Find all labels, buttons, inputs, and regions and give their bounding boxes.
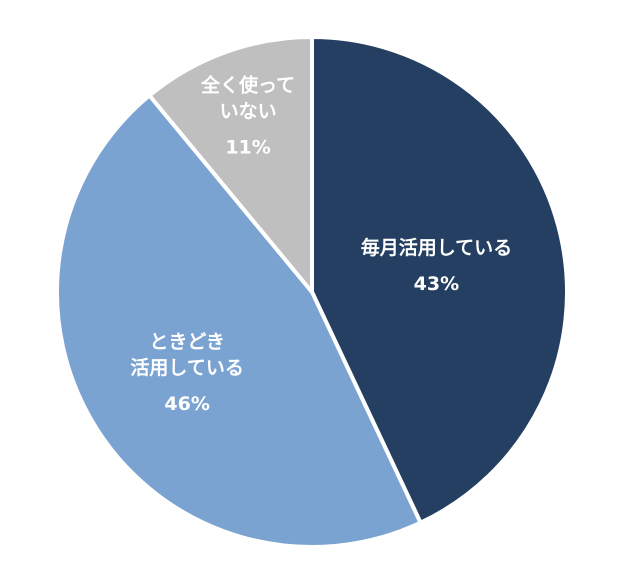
slice-label: ときどき活用している [130, 331, 243, 379]
value-label: 43% [414, 273, 459, 295]
slice-label: 毎月活用している [361, 236, 512, 259]
value-label: 46% [164, 393, 209, 415]
pie-slice [55, 92, 424, 549]
pie-slice [310, 34, 569, 526]
value-label: 11% [225, 136, 270, 158]
pie-slice [146, 34, 314, 298]
slice-label: 全く使っていない [200, 73, 295, 122]
